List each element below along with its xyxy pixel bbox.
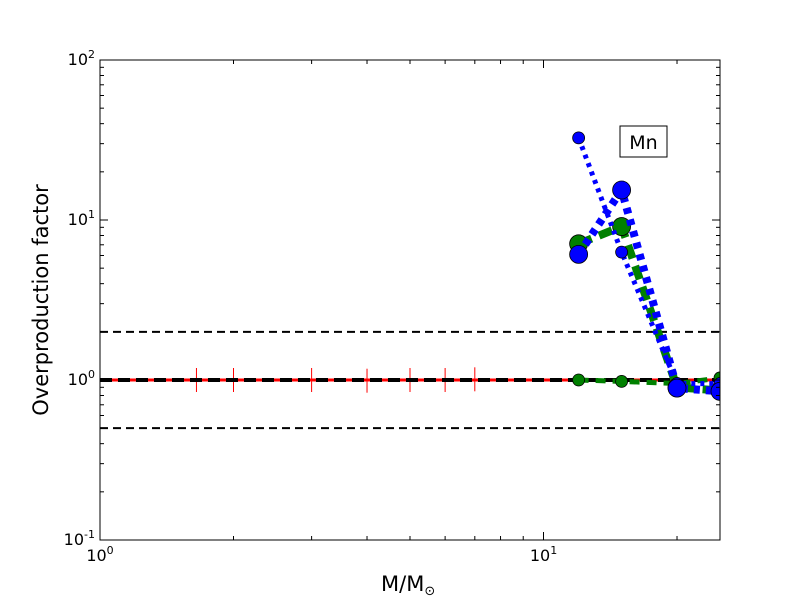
x-tick-label: 101 xyxy=(530,544,557,565)
blue-series-line xyxy=(576,137,720,387)
x-tick-label-exponent: 1 xyxy=(550,544,557,557)
green-data-point xyxy=(572,373,586,387)
x-tick-label-base: 10 xyxy=(86,546,106,565)
y-tick-label: 102 xyxy=(68,48,95,69)
y-tick-label-exponent: 2 xyxy=(88,48,95,61)
y-tick-label: 100 xyxy=(68,368,95,389)
x-axis-label: M/M⊙ xyxy=(381,572,435,599)
x-axis-label-main: M/M xyxy=(381,572,424,596)
blue-data-point xyxy=(569,244,589,264)
x-tick-label: 100 xyxy=(86,544,113,565)
blue-data-point xyxy=(667,378,687,398)
blue-data-point xyxy=(572,131,586,145)
green-series-line xyxy=(577,221,720,395)
x-axis-label-sun-symbol: ⊙ xyxy=(424,584,435,599)
blue-series-line xyxy=(575,180,720,396)
x-tick-label-base: 10 xyxy=(530,546,550,565)
y-tick-label: 101 xyxy=(68,208,95,229)
blue-data-point xyxy=(612,180,632,200)
green-data-point xyxy=(615,375,629,388)
y-tick-label-base: 10 xyxy=(64,530,84,549)
green-data-point xyxy=(612,217,632,236)
y-tick-label-exponent: 1 xyxy=(88,208,95,221)
green-series-line xyxy=(578,375,720,387)
y-tick-label-base: 10 xyxy=(68,210,88,229)
y-tick-label-exponent: 0 xyxy=(88,368,95,381)
y-tick-label-base: 10 xyxy=(68,370,88,389)
y-tick-label-exponent: -1 xyxy=(84,528,95,541)
y-tick-label-base: 10 xyxy=(68,50,88,69)
annotation-box xyxy=(619,125,668,158)
annotation-label: Mn xyxy=(629,132,657,154)
y-tick-label: 10-1 xyxy=(64,528,95,549)
blue-data-point xyxy=(615,245,629,259)
x-tick-label-exponent: 0 xyxy=(107,544,114,557)
y-axis-label: Overproduction factor xyxy=(29,184,53,416)
